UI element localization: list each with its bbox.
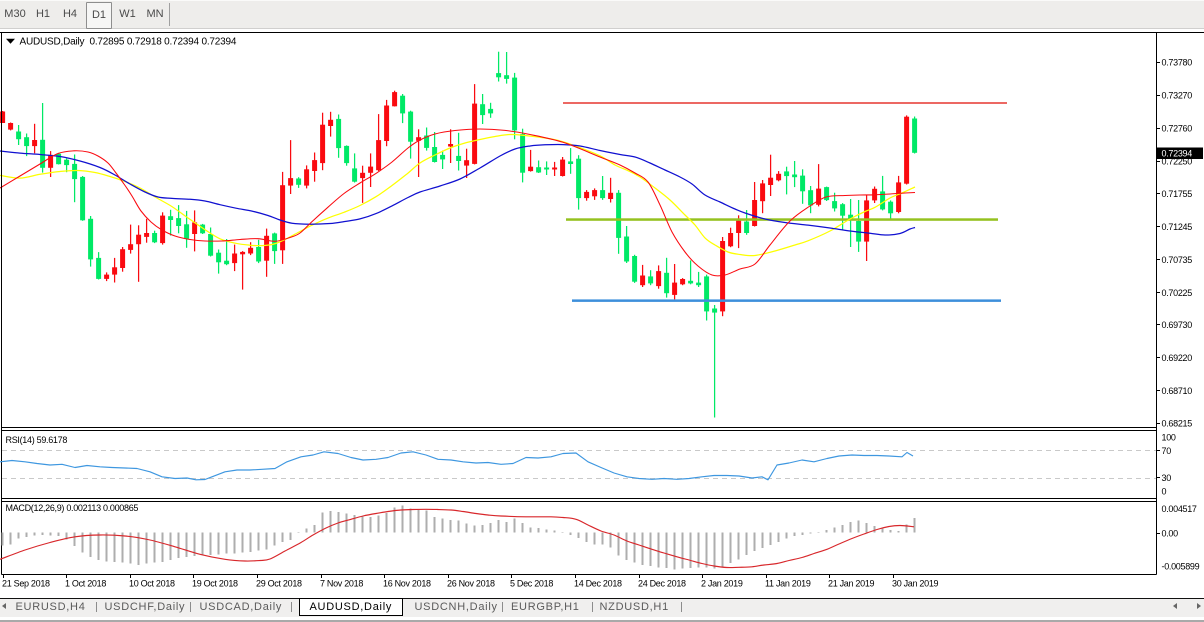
- svg-text:19 Oct 2018: 19 Oct 2018: [192, 578, 238, 588]
- svg-text:0.70735: 0.70735: [1162, 255, 1193, 265]
- svg-text:24 Dec 2018: 24 Dec 2018: [638, 578, 686, 588]
- svg-text:70: 70: [1162, 446, 1172, 456]
- svg-text:0.69730: 0.69730: [1162, 320, 1193, 330]
- svg-text:-0.005899: -0.005899: [1162, 561, 1200, 571]
- svg-text:7 Nov 2018: 7 Nov 2018: [320, 578, 363, 588]
- svg-text:0.73780: 0.73780: [1162, 58, 1193, 68]
- svg-text:0.71245: 0.71245: [1162, 222, 1193, 232]
- svg-text:MACD(12,26,9) 0.002113 0.00086: MACD(12,26,9) 0.002113 0.000865: [6, 503, 139, 513]
- svg-text:0.69220: 0.69220: [1162, 353, 1193, 363]
- svg-text:AUDUSD,Daily 0.72895 0.72918: AUDUSD,Daily 0.72895 0.72918 0.72394 0.7…: [20, 36, 237, 47]
- svg-text:30: 30: [1162, 473, 1172, 483]
- svg-text:16 Nov 2018: 16 Nov 2018: [383, 578, 431, 588]
- svg-text:0.73270: 0.73270: [1162, 91, 1193, 101]
- svg-text:21 Sep 2018: 21 Sep 2018: [2, 578, 50, 588]
- svg-text:2 Jan 2019: 2 Jan 2019: [701, 578, 743, 588]
- svg-text:100: 100: [1162, 433, 1176, 443]
- svg-text:0.70225: 0.70225: [1162, 288, 1193, 298]
- svg-text:29 Oct 2018: 29 Oct 2018: [256, 578, 302, 588]
- svg-text:21 Jan 2019: 21 Jan 2019: [828, 578, 875, 588]
- svg-text:0.72394: 0.72394: [1162, 149, 1193, 159]
- svg-text:0.72760: 0.72760: [1162, 124, 1193, 134]
- svg-text:30 Jan 2019: 30 Jan 2019: [892, 578, 939, 588]
- svg-text:11 Jan 2019: 11 Jan 2019: [765, 578, 811, 588]
- svg-text:5 Dec 2018: 5 Dec 2018: [510, 578, 553, 588]
- svg-text:1 Oct 2018: 1 Oct 2018: [65, 578, 106, 588]
- svg-text:RSI(14) 59.6178: RSI(14) 59.6178: [6, 435, 68, 445]
- svg-text:26 Nov 2018: 26 Nov 2018: [447, 578, 495, 588]
- svg-text:0.004517: 0.004517: [1162, 504, 1197, 514]
- svg-text:10 Oct 2018: 10 Oct 2018: [129, 578, 175, 588]
- svg-text:14 Dec 2018: 14 Dec 2018: [574, 578, 622, 588]
- svg-text:0.00: 0.00: [1162, 528, 1179, 538]
- svg-text:0.71755: 0.71755: [1162, 189, 1193, 199]
- svg-text:0.72250: 0.72250: [1162, 157, 1193, 167]
- svg-text:0: 0: [1162, 486, 1167, 496]
- svg-text:0.68215: 0.68215: [1162, 418, 1193, 428]
- svg-text:0.68710: 0.68710: [1162, 386, 1193, 396]
